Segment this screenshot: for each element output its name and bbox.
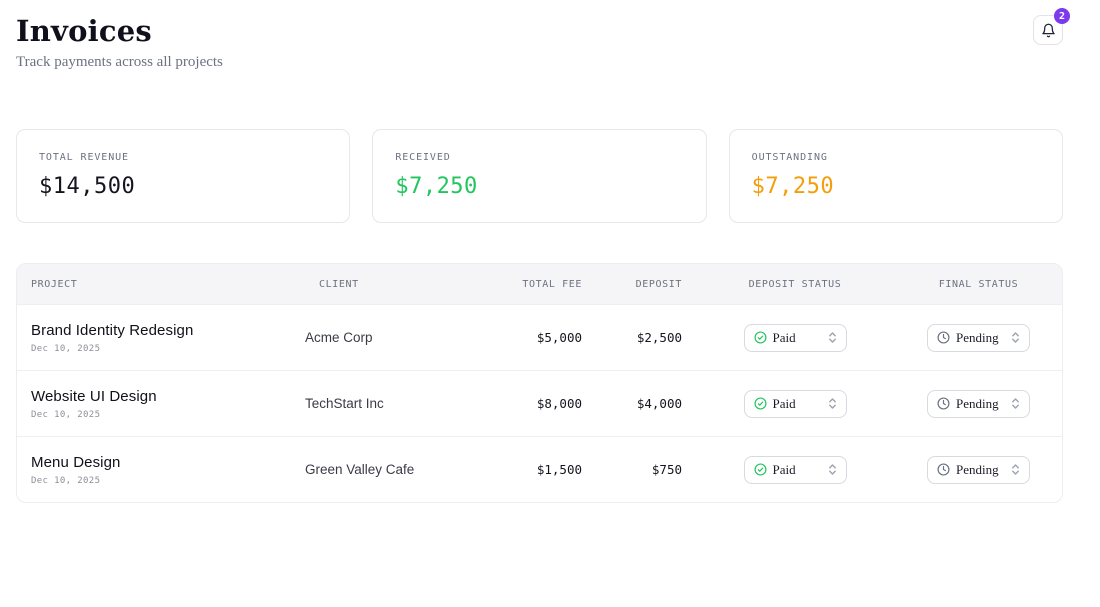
invoices-page: Invoices Track payments across all proje… xyxy=(16,8,1070,503)
total-fee-value: $1,500 xyxy=(536,462,582,477)
project-date: Dec 10, 2025 xyxy=(31,409,101,420)
notification-area: 2 xyxy=(1033,8,1070,45)
column-header-client: Client xyxy=(319,278,359,290)
stat-card-received: RECEIVED $7,250 xyxy=(372,129,707,223)
deposit-status-cell: Paid xyxy=(695,323,895,352)
table-header-row: Project Client Total Fee Deposit Deposit… xyxy=(17,264,1062,304)
clock-icon xyxy=(937,331,950,344)
total-fee-value: $8,000 xyxy=(536,396,582,411)
client-name: Green Valley Cafe xyxy=(305,462,415,477)
deposit-status-select[interactable]: Paid xyxy=(743,389,847,418)
project-date: Dec 10, 2025 xyxy=(31,343,101,354)
project-name: Brand Identity Redesign xyxy=(31,321,194,339)
bell-icon xyxy=(1041,23,1056,38)
stat-label: TOTAL REVENUE xyxy=(39,152,129,163)
project-cell: Website UI Design Dec 10, 2025 xyxy=(17,388,305,420)
table-row: Brand Identity Redesign Dec 10, 2025 Acm… xyxy=(17,304,1062,370)
final-status-label: Pending xyxy=(956,329,999,345)
column-header-deposit: Deposit xyxy=(635,278,682,290)
final-status-label: Pending xyxy=(956,395,999,411)
stat-label: OUTSTANDING xyxy=(751,152,828,163)
stat-card-total-revenue: TOTAL REVENUE $14,500 xyxy=(16,129,351,223)
stat-value: $7,250 xyxy=(751,174,835,199)
check-circle-icon xyxy=(753,397,767,410)
chevron-updown-icon xyxy=(828,397,837,410)
invoices-table: Project Client Total Fee Deposit Deposit… xyxy=(16,263,1063,503)
page-title: Invoices xyxy=(16,14,152,48)
chevron-updown-icon xyxy=(828,463,837,476)
clock-icon xyxy=(937,463,950,476)
table-row: Menu Design Dec 10, 2025 Green Valley Ca… xyxy=(17,436,1062,502)
deposit-status-label: Paid xyxy=(772,329,796,345)
deposit-value: $2,500 xyxy=(636,330,682,345)
project-name: Menu Design xyxy=(31,453,121,471)
table-row: Website UI Design Dec 10, 2025 TechStart… xyxy=(17,370,1062,436)
stat-label: RECEIVED xyxy=(395,152,451,163)
notification-badge: 2 xyxy=(1054,8,1070,24)
final-status-cell: Pending xyxy=(895,323,1062,352)
final-status-label: Pending xyxy=(956,461,999,477)
deposit-value: $4,000 xyxy=(636,396,682,411)
column-header-project: Project xyxy=(31,278,78,290)
total-fee-value: $5,000 xyxy=(536,330,582,345)
page-subtitle: Track payments across all projects xyxy=(16,54,223,70)
final-status-cell: Pending xyxy=(895,455,1062,484)
deposit-status-cell: Paid xyxy=(695,389,895,418)
clock-icon xyxy=(937,397,950,410)
check-circle-icon xyxy=(753,331,767,344)
column-header-deposit-status: Deposit Status xyxy=(748,278,842,290)
final-status-cell: Pending xyxy=(895,389,1062,418)
deposit-status-cell: Paid xyxy=(695,455,895,484)
project-name: Website UI Design xyxy=(31,387,157,405)
chevron-updown-icon xyxy=(828,331,837,344)
deposit-status-select[interactable]: Paid xyxy=(743,323,847,352)
chevron-updown-icon xyxy=(1011,397,1020,410)
deposit-status-label: Paid xyxy=(772,461,796,477)
deposit-value: $750 xyxy=(651,462,682,477)
project-cell: Menu Design Dec 10, 2025 xyxy=(17,454,305,486)
client-name: TechStart Inc xyxy=(305,396,384,411)
column-header-total-fee: Total Fee xyxy=(522,278,582,290)
stat-card-outstanding: OUTSTANDING $7,250 xyxy=(728,129,1063,223)
project-date: Dec 10, 2025 xyxy=(31,475,101,486)
final-status-select[interactable]: Pending xyxy=(927,455,1030,484)
header-text: Invoices Track payments across all proje… xyxy=(16,14,223,71)
chevron-updown-icon xyxy=(1011,463,1020,476)
page-header: Invoices Track payments across all proje… xyxy=(16,8,1070,71)
final-status-select[interactable]: Pending xyxy=(927,323,1030,352)
final-status-select[interactable]: Pending xyxy=(927,389,1030,418)
project-cell: Brand Identity Redesign Dec 10, 2025 xyxy=(17,322,305,354)
check-circle-icon xyxy=(753,463,767,476)
stats-row: TOTAL REVENUE $14,500 RECEIVED $7,250 OU… xyxy=(16,129,1063,223)
deposit-status-label: Paid xyxy=(772,395,796,411)
stat-value: $14,500 xyxy=(39,174,136,199)
chevron-updown-icon xyxy=(1011,331,1020,344)
column-header-final-status: Final Status xyxy=(938,278,1019,290)
stat-value: $7,250 xyxy=(395,174,478,199)
client-name: Acme Corp xyxy=(305,330,373,345)
deposit-status-select[interactable]: Paid xyxy=(743,455,847,484)
